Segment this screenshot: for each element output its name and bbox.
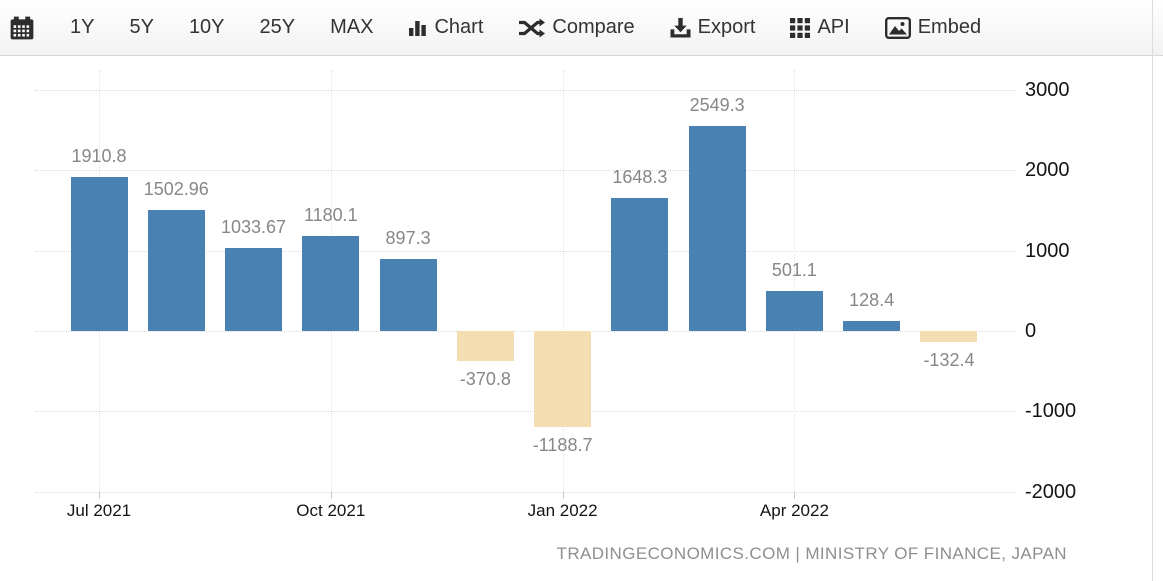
bar-value-label: 2549.3 [689, 94, 745, 115]
image-icon [884, 16, 911, 39]
range-button-5y[interactable]: 5Y [129, 16, 153, 39]
y-axis-tick-label: 1000 [1025, 239, 1070, 262]
bar[interactable] [147, 210, 205, 331]
source-attribution: TRADINGECONOMICS.COM | MINISTRY OF FINAN… [556, 544, 1067, 563]
range-button-max[interactable]: MAX [330, 16, 373, 39]
range-button-10y[interactable]: 10Y [189, 16, 225, 39]
y-axis-tick-label: 3000 [1025, 78, 1070, 101]
button-label: API [817, 16, 850, 38]
x-axis-tick-label: Jan 2022 [527, 501, 598, 520]
gridline-horizontal [35, 89, 1015, 91]
bar[interactable] [379, 258, 437, 331]
chart-canvas: 3000 2000 1000 0 -1000 -2000 Jul 2021 Oct 2021 J… [0, 56, 1163, 581]
x-axis-tick-mark [562, 492, 564, 499]
bar-value-label: 501.1 [771, 259, 817, 280]
range-label: 10Y [188, 16, 225, 38]
bar-value-label: 1180.1 [303, 205, 358, 226]
button-label: Chart [434, 16, 484, 38]
bar-value-label: 1648.3 [612, 167, 668, 188]
x-axis-tick-label: Jul 2021 [66, 501, 132, 520]
y-axis-tick-label: -1000 [1025, 400, 1077, 423]
bar[interactable] [225, 247, 283, 331]
download-icon [670, 17, 691, 39]
bar[interactable] [765, 290, 823, 331]
x-axis-tick-mark [330, 492, 332, 499]
chart-type-button[interactable]: Chart [408, 16, 483, 39]
bar-value-label: 1502.96 [143, 179, 209, 200]
shuffle-icon [518, 17, 546, 39]
gridline-horizontal [35, 411, 1015, 413]
calendar-icon [9, 15, 35, 41]
bar[interactable] [920, 331, 978, 342]
y-axis-tick-label: 2000 [1025, 159, 1070, 182]
bar-value-label: 1910.8 [71, 146, 127, 167]
calendar-button[interactable] [9, 15, 35, 41]
chart-toolbar: 1Y 5Y 10Y 25Y MAX Chart [0, 0, 1163, 56]
bar[interactable] [456, 331, 514, 361]
button-label: Embed [917, 16, 982, 38]
x-axis-tick-label: Oct 2021 [296, 501, 366, 520]
y-axis-tick-label: -2000 [1025, 480, 1077, 503]
bar[interactable] [70, 177, 128, 331]
gridline-vertical [794, 70, 796, 492]
bar[interactable] [843, 320, 901, 331]
bar-value-label: -370.8 [459, 368, 511, 389]
button-label: Export [697, 16, 756, 38]
y-axis-tick-label: 0 [1025, 320, 1037, 342]
embed-button[interactable]: Embed [884, 16, 982, 39]
gridline-horizontal [35, 491, 1015, 493]
bar-value-label: 897.3 [385, 227, 431, 248]
compare-button[interactable]: Compare [518, 16, 635, 39]
range-label: 1Y [70, 16, 95, 38]
bar[interactable] [688, 125, 746, 331]
button-label: Compare [552, 16, 635, 38]
range-label: 25Y [259, 16, 296, 38]
bar-value-label: 1033.67 [220, 216, 287, 237]
api-button[interactable]: API [790, 16, 850, 39]
range-label: MAX [330, 16, 374, 38]
bar-chart-icon [408, 18, 427, 37]
x-axis-tick-mark [99, 492, 100, 499]
bar-value-label: -132.4 [923, 349, 975, 370]
bar-value-label: -1188.7 [532, 434, 593, 455]
x-axis-tick-mark [794, 492, 796, 499]
range-button-25y[interactable]: 25Y [260, 16, 296, 39]
bar[interactable] [611, 198, 669, 331]
gridline-horizontal [35, 331, 1015, 332]
range-button-1y[interactable]: 1Y [70, 16, 94, 39]
export-button[interactable]: Export [670, 16, 756, 39]
gridline-vertical [562, 70, 564, 492]
grid-icon [790, 17, 811, 38]
bar[interactable] [302, 236, 360, 331]
gridline-horizontal [35, 170, 1015, 172]
x-axis-tick-label: Apr 2022 [759, 501, 829, 520]
gridline-horizontal [35, 250, 1015, 252]
right-edge-divider [1152, 0, 1153, 581]
bar-value-label: 128.4 [849, 289, 895, 310]
range-label: 5Y [129, 16, 154, 38]
bar[interactable] [534, 331, 592, 427]
